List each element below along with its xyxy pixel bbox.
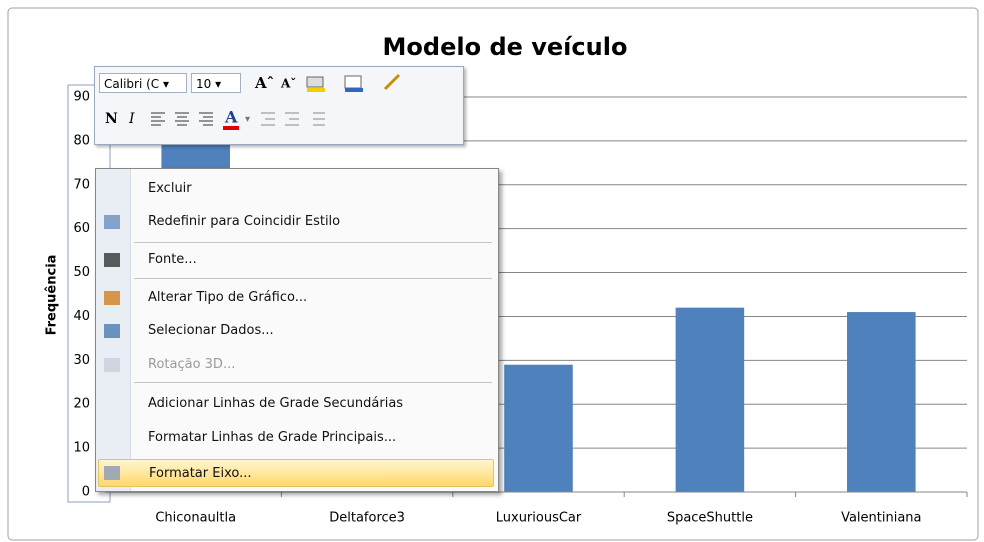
bar: [847, 312, 916, 492]
menu-item[interactable]: Formatar Eixo...: [98, 459, 494, 487]
y-tick-label: 20: [73, 397, 90, 412]
menu-item[interactable]: Excluir: [148, 181, 192, 196]
menu-item[interactable]: Rotação 3D...: [148, 357, 236, 372]
menu-item[interactable]: Selecionar Dados...: [148, 323, 274, 338]
x-tick-label: Valentiniana: [841, 511, 921, 526]
menu-icon: [104, 253, 120, 267]
bar: [504, 364, 573, 492]
svg-text:A: A: [224, 108, 238, 127]
menu-item[interactable]: Alterar Tipo de Gráfico...: [148, 290, 308, 305]
x-tick-label: Chiconaultla: [155, 511, 236, 526]
menu-item[interactable]: Formatar Linhas de Grade Principais...: [148, 430, 397, 445]
menu-item[interactable]: Redefinir para Coincidir Estilo: [148, 214, 341, 229]
menu-icon: [104, 215, 120, 229]
svg-text:N: N: [105, 111, 118, 127]
y-tick-label: 80: [73, 133, 90, 148]
mini-toolbar: Calibri (C ▾ 10 ▾ Aˆ Aˇ N I A ▾: [94, 66, 464, 145]
font-size: 10: [196, 77, 212, 91]
chart-title: Modelo de veículo: [383, 33, 628, 61]
separator: [134, 382, 492, 383]
menu-icon: [104, 466, 120, 480]
y-tick-label: 60: [73, 221, 90, 236]
svg-text:▾: ▾: [245, 114, 250, 125]
y-tick-label: 0: [82, 485, 90, 500]
font-name: Calibri (C: [104, 77, 160, 91]
y-tick-label: 10: [73, 441, 90, 456]
bar: [675, 307, 745, 492]
y-tick-label: 40: [73, 309, 90, 324]
context-menu: Excluir Redefinir para Coincidir Estilo Fo…: [95, 168, 499, 492]
y-tick-label: 30: [73, 353, 90, 368]
y-tick-label: 70: [73, 177, 90, 192]
separator: [134, 242, 492, 243]
toolbar-icons: Aˆ Aˇ N I A ▾: [105, 73, 401, 130]
font-box[interactable]: Calibri (C ▾: [99, 73, 187, 93]
menu-icon: [104, 291, 120, 305]
svg-text:Aˇ: Aˇ: [280, 77, 296, 91]
y-tick-label: 50: [73, 265, 90, 280]
menu-item[interactable]: Fonte...: [148, 252, 197, 267]
svg-text:I: I: [128, 111, 135, 127]
menu-icon: [104, 324, 120, 338]
y-tick-label: 90: [73, 90, 90, 105]
separator: [134, 278, 492, 279]
x-tick-label: LuxuriousCar: [496, 511, 582, 526]
menu-item[interactable]: Adicionar Linhas de Grade Secundárias: [148, 396, 404, 411]
svg-text:Aˆ: Aˆ: [254, 74, 274, 92]
menu-icon: [104, 358, 120, 372]
size-box[interactable]: 10 ▾: [191, 73, 241, 93]
y-axis-label: Frequência: [45, 255, 60, 336]
x-tick-label: SpaceShuttle: [667, 511, 753, 526]
x-tick-label: Deltaforce3: [329, 511, 405, 526]
